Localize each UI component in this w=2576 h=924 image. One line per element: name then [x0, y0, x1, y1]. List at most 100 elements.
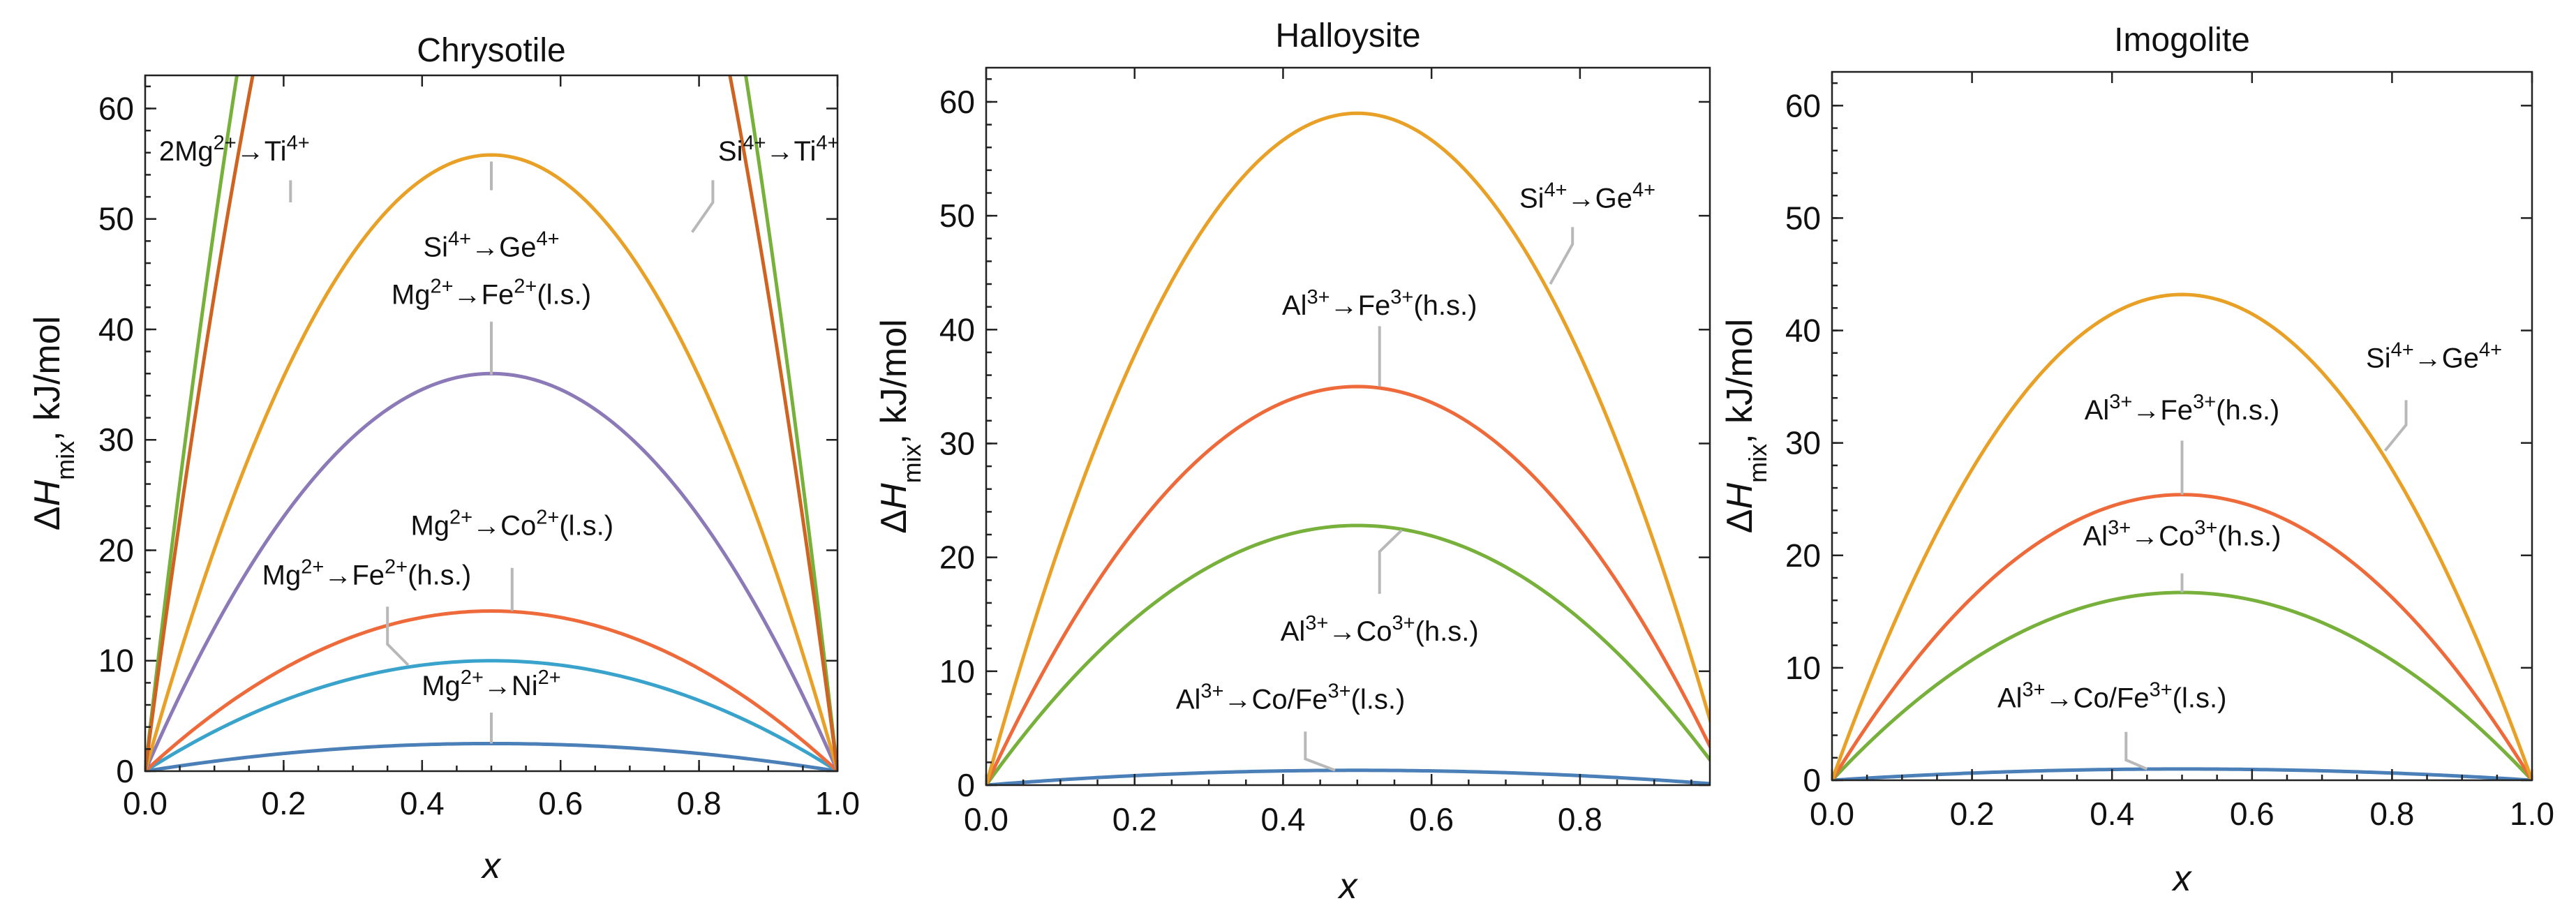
- imogolite-ytick-label: 50: [1785, 200, 1821, 236]
- imogolite-xtick-label: 1.0: [2510, 796, 2554, 832]
- chrysotile-series-8-si-ti-line: [728, 75, 837, 771]
- chrysotile-x-axis-label: x: [480, 846, 502, 886]
- chrysotile-annotation: Mg2+→Ni2+: [422, 666, 561, 744]
- halloysite-annotation: Al3+→Fe3+(h.s.): [1282, 286, 1477, 387]
- chrysotile-xtick-label: 0.6: [538, 785, 583, 821]
- imogolite-ytick-label: 20: [1785, 537, 1821, 574]
- chrysotile-annotation: Si4+→Ti4+: [691, 132, 840, 233]
- halloysite-xtick-label: 0.0: [964, 801, 1008, 837]
- imogolite-annotation-leader: [2124, 731, 2148, 770]
- halloysite-series-2-al-fe-h-s-line: [986, 385, 1710, 785]
- imogolite-annotation-label: Al3+→Fe3+(h.s.): [2085, 391, 2280, 426]
- halloysite-annotation: Si4+→Ge4+: [1519, 179, 1655, 285]
- imogolite-series-1-al-co-h-s-line: [1832, 590, 2532, 780]
- chrysotile-annotation: Mg2+→Fe2+(h.s.): [262, 556, 472, 666]
- imogolite-annotation: Al3+→Co/Fe3+(l.s.): [1997, 678, 2226, 770]
- imogolite-annotation-label: Si4+→Ge4+: [2366, 339, 2502, 374]
- chrysotile-series-6-2mg-ti-line: [744, 75, 837, 771]
- imogolite-xtick-label: 0.6: [2230, 796, 2275, 832]
- imogolite-xtick-label: 0.2: [1950, 796, 1995, 832]
- halloysite-panel: Halloysite 0.0 0.2 0.4 0.6 0.8 0 10 20 30 40 50 60 x Δ…: [874, 17, 1711, 907]
- halloysite-plot-frame: [985, 66, 1711, 787]
- chrysotile-series-0-mg-ni-lower-line: [145, 741, 837, 771]
- halloysite-ytick-label: 60: [939, 84, 975, 120]
- halloysite-xtick-label: 0.6: [1409, 801, 1454, 837]
- halloysite-annotation-leader: [1378, 529, 1403, 594]
- imogolite-ytick-label: 0: [1803, 762, 1821, 798]
- halloysite-y-axis-label: ΔHmix, kJ/mol: [874, 319, 926, 533]
- chrysotile-curves: [145, 75, 837, 771]
- imogolite-title: Imogolite: [2114, 22, 2250, 59]
- imogolite-annotation-label: Al3+→Co/Fe3+(l.s.): [1997, 678, 2226, 713]
- chrysotile-xtick-label: 0.4: [400, 785, 445, 821]
- halloysite-annotation-label: Al3+→Co3+(h.s.): [1281, 612, 1479, 647]
- halloysite-title: Halloysite: [1275, 17, 1420, 54]
- imogolite-y-axis-label: ΔHmix, kJ/mol: [1720, 319, 1772, 533]
- chrysotile-annotation-leader: [386, 606, 410, 666]
- chrysotile-ytick-label: 10: [98, 643, 134, 679]
- halloysite-annotation-leader: [1549, 227, 1574, 285]
- halloysite-annotation: Al3+→Co3+(h.s.): [1281, 529, 1479, 647]
- chrysotile-xtick-label: 1.0: [815, 785, 860, 821]
- halloysite-ytick-label: 0: [957, 767, 975, 803]
- halloysite-xtick-label: 0.2: [1112, 801, 1157, 837]
- chrysotile-series-5-2mg-ti-line: [145, 75, 239, 771]
- halloysite-curves: [986, 111, 1710, 785]
- chrysotile-xtick-label: 0.2: [261, 785, 306, 821]
- imogolite-xtick-label: 0.0: [1810, 796, 1854, 832]
- halloysite-series-1-al-co-h-s-line: [986, 523, 1710, 785]
- imogolite-series-0-al-co-fe-l-s-line: [1832, 767, 2532, 780]
- chrysotile-annotation-leader: [691, 180, 715, 233]
- halloysite-annotation-label: Si4+→Ge4+: [1519, 179, 1655, 214]
- chrysotile-annotation-label: Mg2+→Fe2+(h.s.): [262, 556, 472, 591]
- imogolite-ytick-label: 10: [1785, 650, 1821, 686]
- chrysotile-annotation-label: Mg2+→Ni2+: [422, 666, 561, 701]
- chrysotile-annotation: Mg2+→Fe2+(l.s.): [392, 276, 591, 375]
- halloysite-xtick-label: 0.4: [1260, 801, 1305, 837]
- chrysotile-annotation: Si4+→Ge4+: [423, 161, 560, 263]
- chrysotile-ytick-label: 30: [98, 422, 134, 458]
- chrysotile-annotation: Mg2+→Co2+(l.s.): [410, 506, 613, 611]
- chrysotile-annotation-label: Si4+→Ti4+: [718, 132, 840, 167]
- halloysite-annotation-label: Al3+→Co/Fe3+(l.s.): [1176, 680, 1405, 715]
- halloysite-ytick-label: 30: [939, 425, 975, 461]
- imogolite-panel: Imogolite 0.0 0.2 0.4 0.6 0.8 1.0 0 10 20 30 40 50 60…: [1720, 22, 2554, 899]
- chrysotile-series-1-mg-ni-line: [145, 659, 837, 771]
- chrysotile-ytick-label: 50: [98, 201, 134, 237]
- imogolite-annotation-leader: [2383, 400, 2408, 452]
- imogolite-ytick-label: 60: [1785, 87, 1821, 124]
- imogolite-xtick-label: 0.4: [2090, 796, 2134, 832]
- chrysotile-series-7-si-ti-line: [145, 75, 255, 771]
- halloysite-xtick-label: 0.8: [1558, 801, 1602, 837]
- chrysotile-annotation-label: 2Mg2+→Ti4+: [159, 132, 310, 167]
- halloysite-series-3-si-ge-line: [986, 111, 1710, 785]
- chrysotile-xtick-label: 0.8: [677, 785, 722, 821]
- halloysite-annotation: Al3+→Co/Fe3+(l.s.): [1176, 680, 1405, 772]
- chrysotile-ytick-label: 60: [98, 90, 134, 126]
- chrysotile-series-2-mg-co-l-s-line: [145, 609, 837, 771]
- chrysotile-annotation-label: Mg2+→Fe2+(l.s.): [392, 276, 591, 311]
- imogolite-annotation: Si4+→Ge4+: [2366, 339, 2502, 452]
- chrysotile-title: Chrysotile: [417, 32, 565, 69]
- imogolite-ytick-label: 40: [1785, 313, 1821, 349]
- imogolite-annotation-label: Al3+→Co3+(h.s.): [2083, 516, 2281, 551]
- chrysotile-series-4-si-ge-line: [145, 153, 837, 771]
- halloysite-series-0-al-co-fe-l-s-line: [986, 768, 1710, 785]
- chrysotile-series-3-mg-fe-l-s-line: [145, 371, 837, 771]
- chrysotile-ytick-label: 20: [98, 532, 134, 568]
- chrysotile-annotation-label: Mg2+→Co2+(l.s.): [410, 506, 613, 541]
- halloysite-ytick-label: 10: [939, 653, 975, 690]
- chrysotile-annotation: 2Mg2+→Ti4+: [159, 132, 310, 202]
- chrysotile-ytick-label: 0: [116, 753, 134, 789]
- imogolite-series-3-si-ge-line: [1832, 292, 2532, 780]
- chrysotile-ytick-label: 40: [98, 311, 134, 348]
- chrysotile-y-axis-label: ΔHmix, kJ/mol: [27, 316, 80, 530]
- halloysite-annotation-label: Al3+→Fe3+(h.s.): [1282, 286, 1477, 321]
- chrysotile-xtick-label: 0.0: [123, 785, 167, 821]
- imogolite-plot-frame: [1831, 70, 2533, 782]
- halloysite-ytick-label: 40: [939, 311, 975, 348]
- halloysite-x-axis-label: x: [1337, 866, 1359, 907]
- imogolite-x-axis-label: x: [2171, 858, 2193, 899]
- imogolite-annotation: Al3+→Fe3+(h.s.): [2085, 391, 2280, 495]
